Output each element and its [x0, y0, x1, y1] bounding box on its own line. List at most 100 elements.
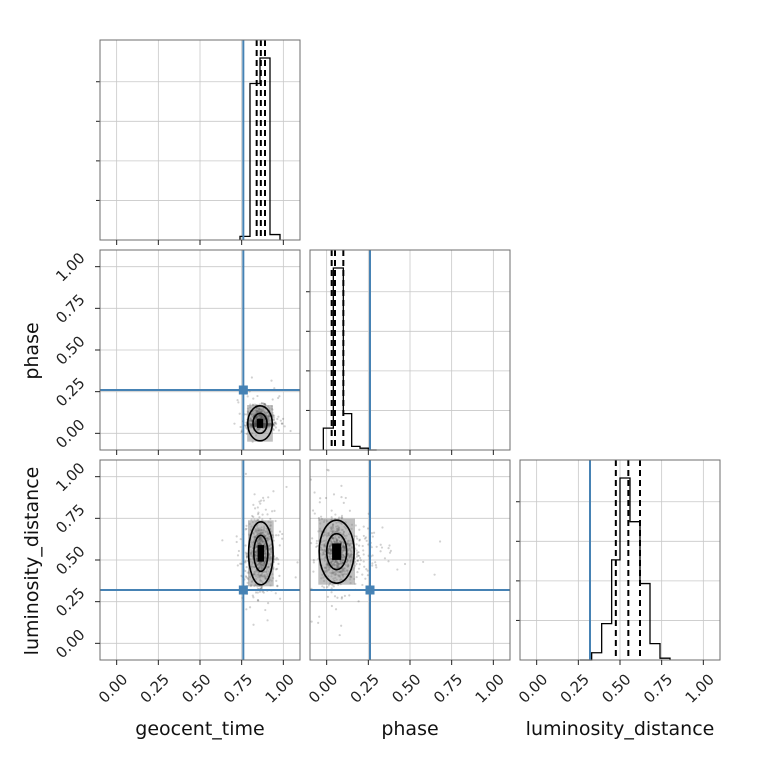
y-tick-label: 0.75 [52, 501, 88, 537]
sample-point [355, 543, 358, 546]
sample-point [274, 519, 277, 523]
sample-point [354, 524, 357, 527]
sample-point [364, 577, 367, 580]
sample-point [253, 518, 256, 521]
sample-point [342, 501, 345, 504]
sample-point [278, 530, 282, 533]
sample-point [261, 518, 264, 521]
contour-outer [247, 521, 274, 586]
sample-point [362, 560, 365, 563]
sample-point [261, 590, 264, 593]
x-axis-label-geocent-time: geocent_time [135, 718, 264, 740]
density-peak [332, 543, 342, 560]
sample-point [252, 503, 255, 506]
sample-point [252, 596, 255, 599]
sample-point [261, 513, 264, 516]
sample-point [235, 535, 238, 538]
sample-point [296, 561, 299, 564]
sample-point [318, 501, 321, 504]
sample-point [256, 512, 260, 516]
sample-point [317, 516, 321, 520]
sample-point [258, 516, 261, 519]
sample-point [264, 508, 267, 511]
x-axis-label-phase: phase [381, 718, 438, 740]
sample-point [310, 620, 313, 623]
sample-point [283, 425, 286, 428]
sample-point [239, 562, 242, 565]
sample-point [253, 507, 257, 510]
sample-point [371, 562, 374, 565]
sample-point [276, 585, 279, 588]
panel-phase-vs-geocent_time: 0.00 0.25 0.50 0.75 1.00 [52, 249, 301, 455]
sample-point [312, 561, 315, 564]
sample-point [272, 418, 275, 421]
sample-point [358, 563, 361, 566]
sample-point [272, 421, 276, 424]
panel-luminosity_distance-vs-geocent_time: 0.00 0.25 0.50 0.75 1.000.000.250.500.751.00 [52, 459, 301, 707]
sample-point [433, 573, 436, 576]
sample-point [326, 595, 329, 598]
sample-point [277, 558, 280, 561]
sample-point [281, 422, 284, 425]
sample-point [374, 561, 377, 564]
sample-point [313, 491, 316, 494]
contour-inner [325, 532, 348, 571]
sample-point [256, 591, 259, 594]
sample-point [370, 546, 373, 549]
histogram-phase [322, 267, 377, 451]
sample-point [387, 560, 390, 563]
y-tick-label: 0.75 [52, 291, 88, 327]
sample-point [332, 585, 335, 588]
sample-point [340, 624, 343, 627]
density-peak [256, 418, 264, 428]
sample-point [244, 561, 247, 564]
sample-point [381, 526, 384, 529]
x-tick-label: 0.00 [515, 670, 551, 706]
sample-point [273, 387, 276, 390]
sample-point [358, 539, 361, 542]
sample-point [273, 424, 276, 427]
sample-point [274, 422, 277, 425]
panel-luminosity_distance-vs-luminosity_distance: 0.00 0.25 0.50 0.75 1.00 [515, 459, 721, 707]
sample-point [267, 602, 270, 605]
sample-point [316, 544, 319, 548]
x-tick-label: 0.50 [388, 670, 424, 706]
sample-point [357, 600, 360, 603]
sample-point [279, 597, 282, 600]
sample-point [260, 401, 263, 405]
sample-point [267, 496, 270, 499]
sample-point [244, 544, 247, 547]
x-tick-label: 0.50 [598, 670, 634, 706]
sample-point [277, 415, 280, 418]
sample-point [245, 576, 248, 579]
sample-point [340, 495, 343, 499]
sample-point [278, 544, 281, 547]
contour-inner [252, 412, 268, 435]
sample-point [379, 543, 382, 546]
sample-point [318, 615, 321, 618]
sample-point [245, 566, 248, 569]
sample-point [322, 586, 326, 589]
sample-point [355, 535, 358, 538]
sample-point [260, 499, 263, 502]
sample-point [221, 539, 224, 542]
sample-point [258, 500, 261, 503]
sample-point [239, 425, 242, 429]
sample-point [250, 376, 253, 379]
sample-point [270, 379, 273, 382]
sample-point [251, 514, 254, 518]
sample-point [355, 555, 358, 558]
sample-point [244, 569, 247, 573]
sample-point [355, 575, 358, 579]
sample-point [348, 509, 351, 512]
sample-point [357, 551, 360, 554]
truth-marker [238, 585, 248, 595]
sample-point [356, 559, 359, 562]
x-tick-label: 0.00 [95, 670, 131, 706]
sample-point [263, 402, 266, 406]
sample-point [375, 545, 378, 548]
sample-point [273, 509, 276, 512]
sample-point [281, 532, 284, 536]
sample-point [327, 469, 330, 472]
sample-point [237, 401, 240, 404]
